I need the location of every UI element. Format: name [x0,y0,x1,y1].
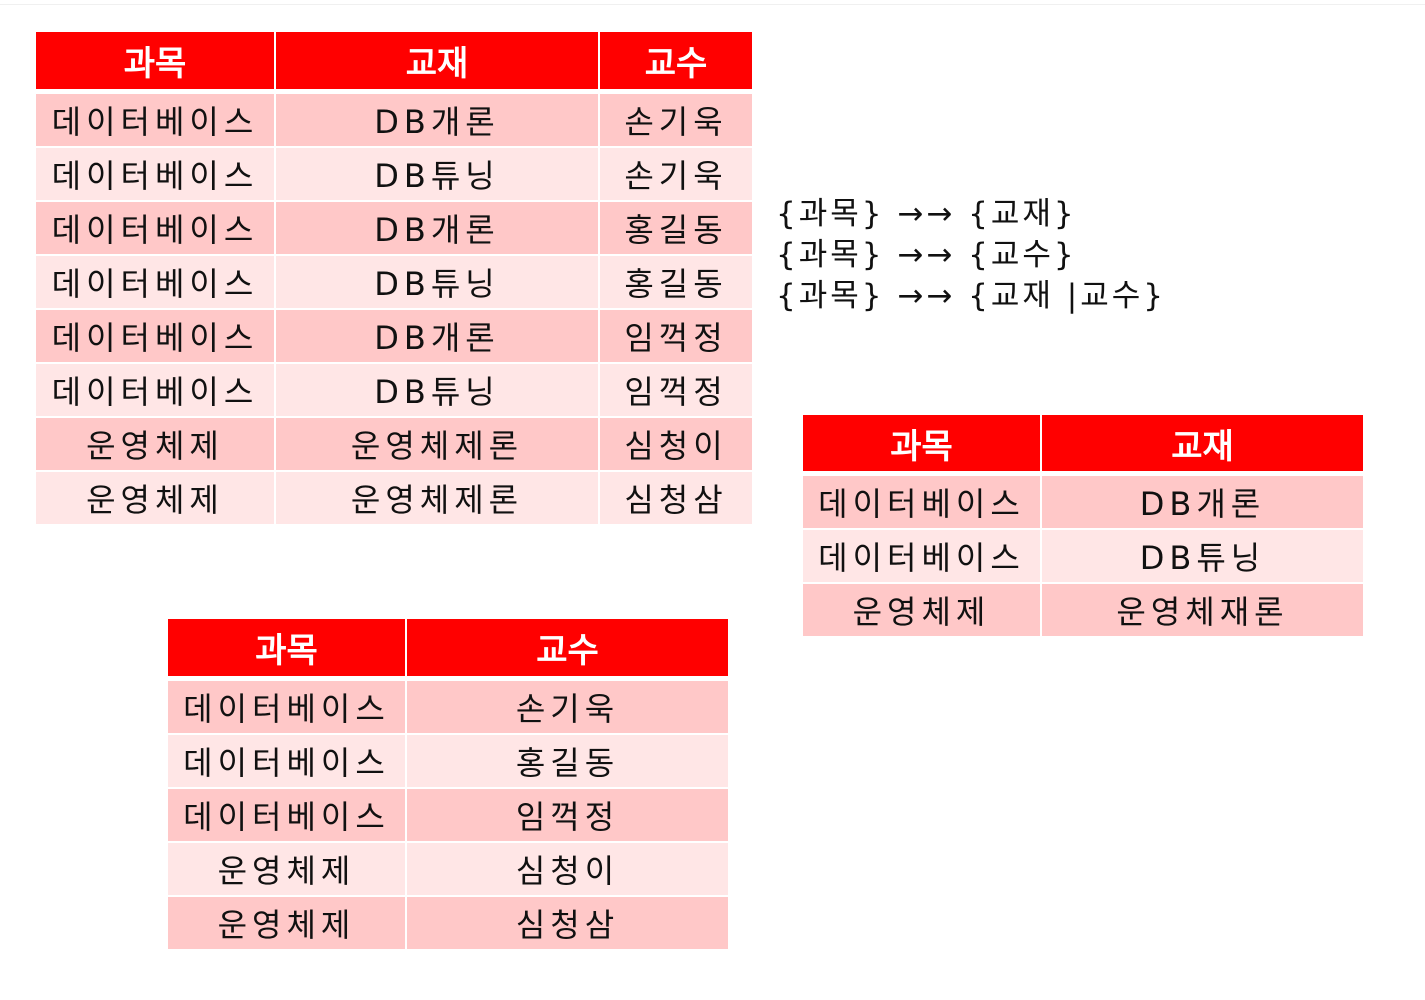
cell-subject: 운영체제 [166,841,407,897]
cell-textbook: DB튜닝 [274,254,600,310]
cell-textbook: 운영체재론 [1040,582,1365,638]
table-row: 데이터베이스 DB튜닝 홍길동 [34,254,754,310]
mvd-rules: {과목} →→ {교재} {과목} →→ {교수} {과목} →→ {교재 |교… [776,194,1166,317]
cell-professor: 심청삼 [598,470,754,526]
table-row: 데이터베이스 DB튜닝 손기욱 [34,146,754,202]
header-textbook: 교재 [1040,413,1365,476]
cell-subject: 운영체제 [34,470,276,526]
table-row: 데이터베이스 DB튜닝 [801,528,1365,584]
table-row: 운영체제 심청이 [166,841,730,897]
cell-subject: 데이터베이스 [34,254,276,310]
cell-textbook: 운영체제론 [274,416,600,472]
cell-subject: 데이터베이스 [166,677,407,735]
cell-subject: 운영체제 [34,416,276,472]
cell-professor: 홍길동 [598,200,754,256]
cell-textbook: DB튜닝 [1040,528,1365,584]
cell-professor: 손기욱 [405,677,730,735]
cell-subject: 데이터베이스 [34,362,276,418]
cell-professor: 홍길동 [598,254,754,310]
cell-professor: 임꺽정 [598,308,754,364]
mvd-rule: {과목} →→ {교수} [776,237,1077,273]
table-row: 운영체제 운영체제론 심청이 [34,416,754,472]
cell-subject: 운영체제 [801,582,1042,638]
cell-professor: 손기욱 [598,146,754,202]
top-divider [0,4,1425,5]
header-professor: 교수 [598,30,754,94]
course-professor-table: 과목 교수 데이터베이스 손기욱 데이터베이스 홍길동 데이터베이스 임꺽정 운… [166,617,730,951]
cell-professor: 손기욱 [598,90,754,148]
table-row: 데이터베이스 임꺽정 [166,787,730,843]
mvd-rule: {과목} →→ {교재 |교수} [776,278,1166,314]
cell-subject: 데이터베이스 [801,472,1042,530]
table-row: 데이터베이스 DB개론 홍길동 [34,200,754,256]
header-subject: 과목 [801,413,1042,476]
cell-subject: 데이터베이스 [34,146,276,202]
mvd-rule: {과목} →→ {교재} [776,196,1077,232]
cell-textbook: DB개론 [274,90,600,148]
cell-subject: 데이터베이스 [166,733,407,789]
cell-textbook: DB튜닝 [274,362,600,418]
cell-subject: 데이터베이스 [34,200,276,256]
table-row: 데이터베이스 DB개론 임꺽정 [34,308,754,364]
table-header-row: 과목 교재 [801,413,1365,476]
cell-textbook: DB개론 [1040,472,1365,530]
table-row: 운영체제 운영체제론 심청삼 [34,470,754,526]
course-textbook-professor-table: 과목 교재 교수 데이터베이스 DB개론 손기욱 데이터베이스 DB튜닝 손기욱… [34,30,754,526]
table-row: 운영체제 심청삼 [166,895,730,951]
header-professor: 교수 [405,617,730,681]
header-subject: 과목 [166,617,407,681]
header-textbook: 교재 [274,30,600,94]
cell-subject: 데이터베이스 [166,787,407,843]
cell-textbook: DB개론 [274,200,600,256]
cell-subject: 데이터베이스 [801,528,1042,584]
cell-textbook: DB개론 [274,308,600,364]
cell-professor: 임꺽정 [405,787,730,843]
cell-professor: 심청삼 [405,895,730,951]
cell-subject: 데이터베이스 [34,90,276,148]
table-header-row: 과목 교수 [166,617,730,681]
cell-professor: 임꺽정 [598,362,754,418]
table-header-row: 과목 교재 교수 [34,30,754,94]
table-row: 데이터베이스 홍길동 [166,733,730,789]
cell-subject: 운영체제 [166,895,407,951]
table-row: 운영체제 운영체재론 [801,582,1365,638]
cell-textbook: DB튜닝 [274,146,600,202]
table-row: 데이터베이스 손기욱 [166,677,730,735]
table-row: 데이터베이스 DB개론 [801,472,1365,530]
course-textbook-table: 과목 교재 데이터베이스 DB개론 데이터베이스 DB튜닝 운영체제 운영체재론 [801,413,1365,638]
cell-subject: 데이터베이스 [34,308,276,364]
cell-professor: 홍길동 [405,733,730,789]
cell-professor: 심청이 [598,416,754,472]
header-subject: 과목 [34,30,276,94]
cell-textbook: 운영체제론 [274,470,600,526]
cell-professor: 심청이 [405,841,730,897]
table-row: 데이터베이스 DB개론 손기욱 [34,90,754,148]
table-row: 데이터베이스 DB튜닝 임꺽정 [34,362,754,418]
